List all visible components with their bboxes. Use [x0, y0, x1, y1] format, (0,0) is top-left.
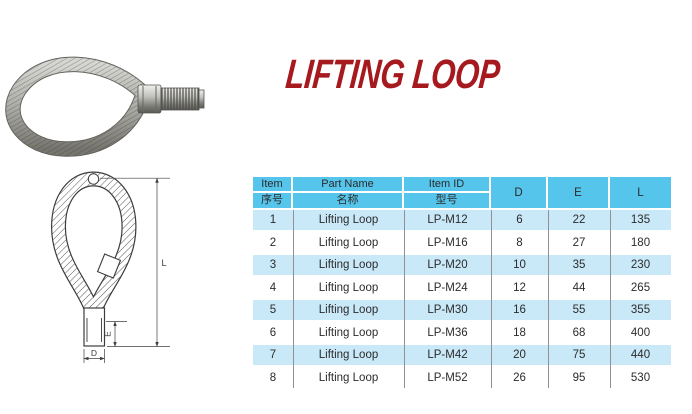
cell-item: 5: [269, 304, 277, 316]
table-body: 1 Lifting Loop LP-M12 6 22 135 2 Lifting…: [253, 210, 671, 388]
drawing-threaded-stud: [83, 307, 106, 347]
cell-d: 18: [513, 326, 526, 339]
cell-e: 75: [572, 349, 586, 361]
col-header-d: D: [491, 177, 548, 208]
cell-l: 180: [630, 236, 651, 249]
cell-part-name: Lifting Loop: [318, 349, 379, 361]
table-row: 7 Lifting Loop LP-M42 20 75 440: [253, 345, 671, 365]
dimension-drawing: L E D: [50, 171, 170, 363]
table-row: 3 Lifting Loop LP-M20 10 35 230: [253, 255, 671, 275]
cell-e: 55: [572, 304, 586, 316]
cell-e: 27: [572, 236, 586, 249]
dimension-D: [83, 349, 105, 363]
cell-l: 440: [630, 349, 651, 361]
cell-part-name: Lifting Loop: [318, 259, 379, 271]
cell-l: 355: [630, 304, 651, 316]
col-header-item-id-zh: 型号: [435, 193, 458, 206]
column-divider: [610, 210, 611, 388]
cell-d: 10: [513, 259, 526, 271]
dimension-L: [100, 177, 170, 347]
cell-item: 6: [269, 326, 277, 339]
cell-item-id: LP-M16: [427, 236, 468, 249]
col-header-l: L: [637, 186, 644, 199]
cell-l: 400: [630, 326, 651, 339]
cell-item-id: LP-M12: [427, 214, 468, 226]
table-row: 8 Lifting Loop LP-M52 26 95 530: [253, 368, 671, 388]
col-header-item-zh: 序号: [261, 193, 283, 206]
cell-l: 530: [630, 371, 651, 384]
col-header-item-id: Item ID 型号: [404, 177, 491, 208]
dimension-E: [106, 321, 127, 347]
cell-item-id: LP-M36: [427, 326, 468, 339]
column-divider: [404, 210, 405, 388]
cell-d: 6: [516, 214, 523, 226]
cell-item-id: LP-M30: [427, 304, 468, 316]
cell-item-id: LP-M24: [427, 281, 468, 294]
cell-part-name: Lifting Loop: [318, 326, 379, 339]
cell-item: 3: [269, 259, 277, 271]
dim-label-L: L: [162, 258, 167, 268]
cell-item-id: LP-M20: [427, 259, 468, 271]
page-title: LIFTING LOOP: [283, 51, 502, 97]
cell-part-name: Lifting Loop: [318, 236, 379, 249]
cell-item-id: LP-M42: [427, 349, 468, 361]
photo-rope-loop: [5, 56, 150, 157]
cell-e: 22: [572, 214, 586, 226]
dim-label-E: E: [103, 331, 113, 337]
photo-threaded-stud: [137, 84, 205, 114]
column-divider: [491, 210, 492, 388]
cell-l: 135: [630, 214, 651, 226]
cell-e: 44: [572, 281, 586, 294]
cell-l: 230: [630, 259, 651, 271]
cell-part-name: Lifting Loop: [318, 371, 379, 384]
table-row: 5 Lifting Loop LP-M30 16 55 355: [253, 300, 671, 320]
col-header-part-name: Part Name 名称: [293, 177, 404, 208]
table-row: 6 Lifting Loop LP-M36 18 68 400: [253, 323, 671, 343]
col-header-part-name-zh: 名称: [336, 193, 359, 206]
table-header: Item 序号 Part Name 名称 Item ID 型号 D E L: [253, 177, 671, 208]
column-divider: [548, 210, 549, 388]
dim-label-D: D: [91, 348, 97, 358]
ferrule-clamp: [96, 253, 122, 279]
product-photo: [5, 56, 205, 157]
cell-item: 1: [269, 214, 277, 226]
table-row: 4 Lifting Loop LP-M24 12 44 265: [253, 278, 671, 298]
cell-part-name: Lifting Loop: [318, 304, 379, 316]
col-header-item: Item 序号: [253, 177, 293, 208]
cell-e: 35: [572, 259, 586, 271]
col-header-item-id-en: Item ID: [404, 177, 489, 193]
table-row: 1 Lifting Loop LP-M12 6 22 135: [253, 210, 671, 230]
cell-d: 8: [516, 236, 523, 249]
cell-d: 16: [513, 304, 526, 316]
cell-item: 8: [269, 371, 277, 384]
spec-table: Item 序号 Part Name 名称 Item ID 型号 D E L 1: [253, 177, 671, 388]
column-divider: [293, 210, 294, 388]
col-header-e: E: [548, 177, 610, 208]
col-header-item-en: Item: [253, 177, 291, 193]
table-row: 2 Lifting Loop LP-M16 8 27 180: [253, 233, 671, 253]
cell-e: 95: [572, 371, 586, 384]
cell-e: 68: [572, 326, 586, 339]
cell-item: 4: [269, 281, 277, 294]
cell-d: 12: [513, 281, 526, 294]
cell-item-id: LP-M52: [427, 371, 468, 384]
cell-d: 26: [513, 371, 526, 384]
cell-d: 20: [513, 349, 526, 361]
cell-l: 265: [630, 281, 651, 294]
drawing-rope-loop: [50, 171, 137, 316]
cell-item: 2: [269, 236, 277, 249]
col-header-part-name-en: Part Name: [293, 177, 402, 193]
cell-part-name: Lifting Loop: [318, 281, 379, 294]
cell-part-name: Lifting Loop: [318, 214, 379, 226]
cell-item: 7: [269, 349, 277, 361]
loop-apex-eye: [87, 173, 100, 185]
